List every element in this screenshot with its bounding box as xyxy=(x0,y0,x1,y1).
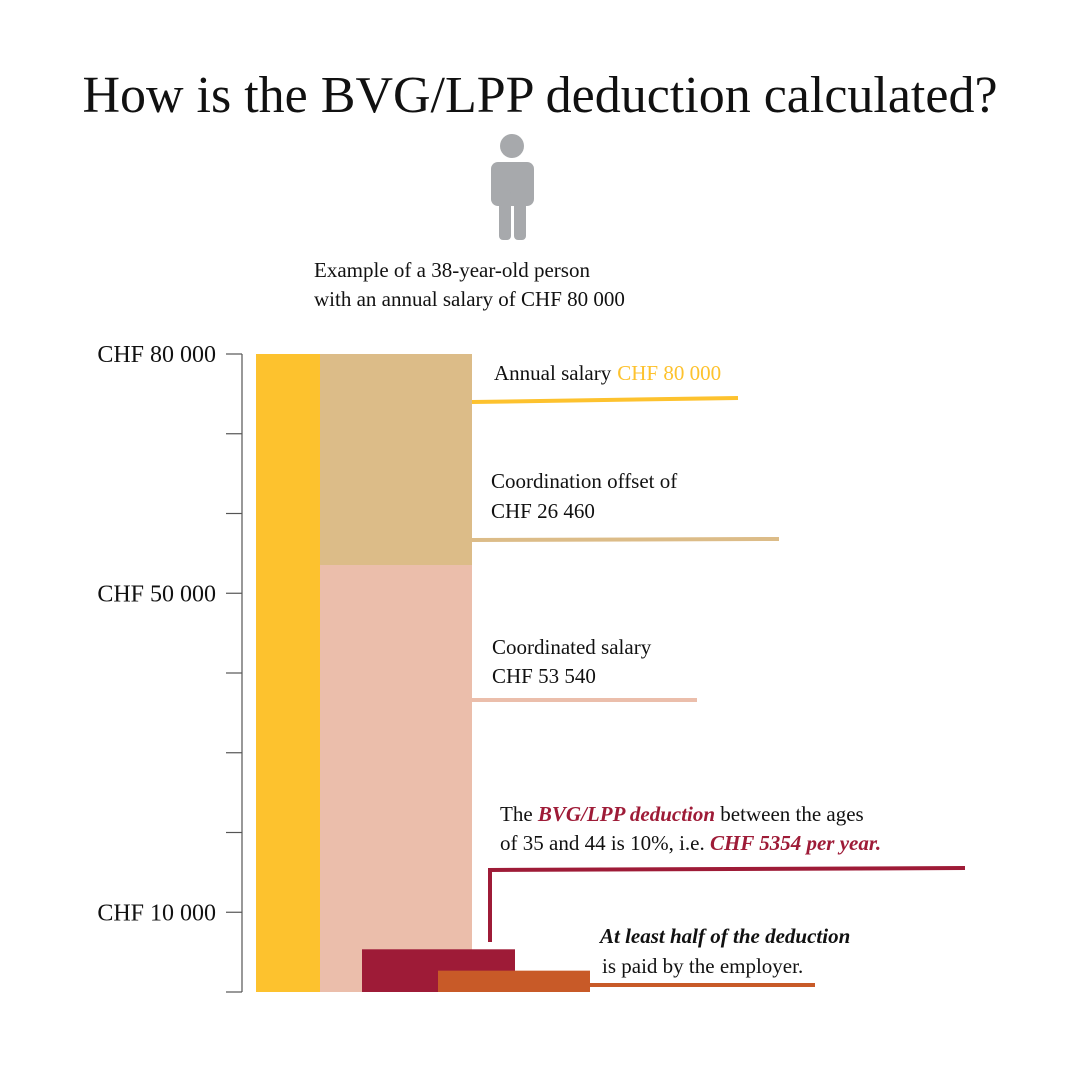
annotation-value: CHF 26 460 xyxy=(491,499,595,523)
y-tick-label: CHF 10 000 xyxy=(97,900,216,926)
annotation-value: CHF 53 540 xyxy=(492,664,596,688)
annotation-text: At least half of the deduction xyxy=(598,924,850,948)
bar xyxy=(438,970,590,992)
annotation-text: The xyxy=(500,802,538,826)
annotation-text: of 35 and 44 is 10%, i.e. xyxy=(500,831,710,855)
annotation-label: Coordination offset of xyxy=(491,469,677,493)
annotation: Annual salary CHF 80 000 xyxy=(494,361,721,385)
bar xyxy=(320,565,472,992)
title: How is the BVG/LPP deduction calculated? xyxy=(82,67,997,124)
annotation-text: between the ages xyxy=(715,802,864,826)
leader-line xyxy=(471,537,780,542)
y-tick-label: CHF 80 000 xyxy=(97,342,216,368)
bar xyxy=(320,354,472,566)
bar xyxy=(256,354,320,992)
leader-line xyxy=(471,396,739,404)
annotation-label: Coordinated salary xyxy=(492,635,652,659)
y-tick-label: CHF 50 000 xyxy=(97,581,216,607)
annotation-label: Annual salary xyxy=(494,361,612,385)
subtitle: with an annual salary of CHF 80 000 xyxy=(314,287,625,311)
subtitle: Example of a 38-year-old person xyxy=(314,258,590,282)
annotation: The BVG/LPP deduction between the ages xyxy=(500,802,864,826)
annotation: of 35 and 44 is 10%, i.e. CHF 5354 per y… xyxy=(500,831,881,855)
annotation-text: CHF 5354 per year. xyxy=(710,831,881,855)
annotation-value: CHF 80 000 xyxy=(617,361,721,385)
leader-line xyxy=(488,866,966,942)
annotation-text: is paid by the employer. xyxy=(602,954,803,978)
person-icon xyxy=(491,134,534,240)
annotation-text: BVG/LPP deduction xyxy=(537,802,715,826)
